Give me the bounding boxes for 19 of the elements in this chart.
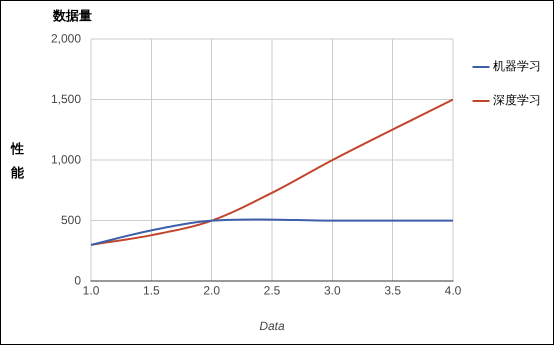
line-series (91, 98, 453, 246)
x-tick-label: 2.5 (264, 284, 281, 298)
chart-title: 数据量 (53, 8, 92, 25)
y-tick-label: 1,000 (51, 152, 82, 166)
y-axis-title: 性能 (11, 141, 25, 183)
x-tick-label: 4.0 (444, 284, 462, 298)
x-tick-label: 3.5 (384, 284, 402, 298)
x-tick-label: 1.0 (82, 284, 100, 298)
legend-label: 机器学习 (493, 59, 541, 74)
x-tick-label: 2.0 (203, 284, 220, 298)
line-series (91, 218, 453, 246)
y-tick-label: 0 (74, 274, 82, 288)
x-tick-label: 3.0 (324, 284, 342, 298)
y-tick-label: 500 (61, 212, 82, 227)
legend-label: 深度学习 (493, 93, 541, 108)
x-axis-title: Data (259, 319, 286, 334)
y-tick-label: 2,000 (51, 31, 82, 46)
x-tick-label: 1.5 (143, 284, 160, 298)
y-tick-label: 1,500 (51, 92, 82, 106)
